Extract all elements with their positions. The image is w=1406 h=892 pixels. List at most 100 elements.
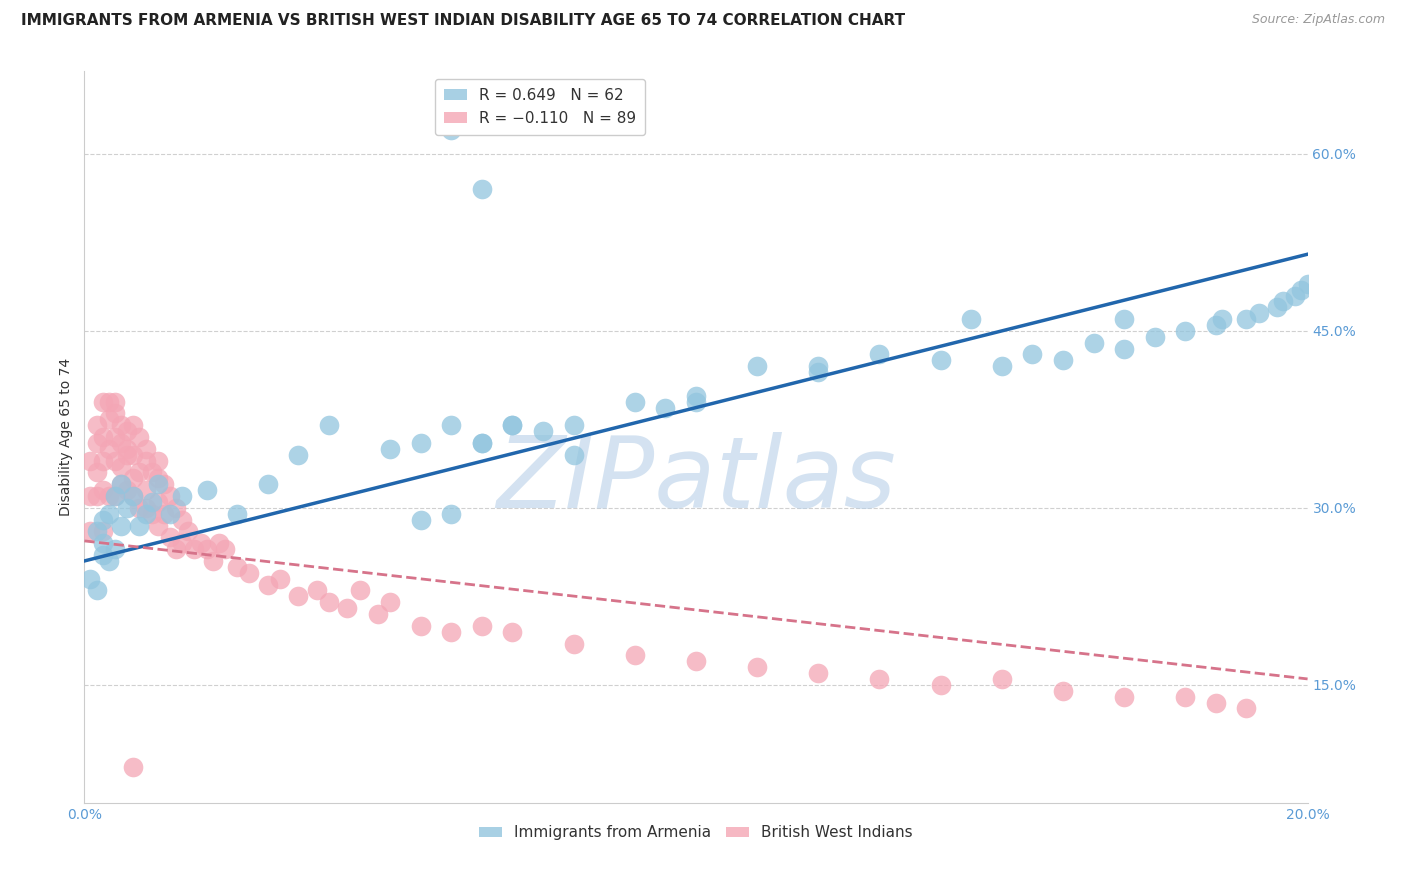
Point bbox=[122, 489, 145, 503]
Point bbox=[177, 524, 200, 539]
Point bbox=[110, 436, 132, 450]
Point bbox=[146, 495, 169, 509]
Point bbox=[1083, 335, 1105, 350]
Point bbox=[685, 389, 707, 403]
Point bbox=[97, 489, 120, 503]
Point bbox=[172, 489, 194, 503]
Point bbox=[128, 500, 150, 515]
Point bbox=[440, 507, 463, 521]
Point bbox=[153, 507, 176, 521]
Point bbox=[1284, 288, 1306, 302]
Point bbox=[146, 518, 169, 533]
Point bbox=[159, 507, 181, 521]
Text: ZIPatlas: ZIPatlas bbox=[496, 433, 896, 530]
Point bbox=[122, 448, 145, 462]
Point bbox=[91, 394, 114, 409]
Point bbox=[1052, 683, 1074, 698]
Point bbox=[624, 648, 647, 663]
Point bbox=[991, 672, 1014, 686]
Point bbox=[257, 477, 280, 491]
Point bbox=[1174, 690, 1197, 704]
Point bbox=[226, 559, 249, 574]
Point bbox=[380, 595, 402, 609]
Point bbox=[380, 442, 402, 456]
Point bbox=[1174, 324, 1197, 338]
Point bbox=[685, 654, 707, 668]
Point bbox=[115, 483, 138, 498]
Point bbox=[97, 394, 120, 409]
Point bbox=[336, 601, 359, 615]
Point bbox=[110, 518, 132, 533]
Point bbox=[146, 453, 169, 467]
Point bbox=[97, 507, 120, 521]
Point bbox=[104, 407, 127, 421]
Point bbox=[349, 583, 371, 598]
Point bbox=[440, 418, 463, 433]
Point bbox=[1114, 342, 1136, 356]
Point bbox=[122, 760, 145, 774]
Point bbox=[141, 495, 163, 509]
Point bbox=[747, 660, 769, 674]
Point bbox=[1211, 312, 1233, 326]
Point bbox=[141, 507, 163, 521]
Point bbox=[128, 430, 150, 444]
Point bbox=[747, 359, 769, 374]
Point bbox=[367, 607, 389, 621]
Point bbox=[165, 542, 187, 557]
Y-axis label: Disability Age 65 to 74: Disability Age 65 to 74 bbox=[59, 358, 73, 516]
Point bbox=[86, 418, 108, 433]
Point bbox=[104, 542, 127, 557]
Point bbox=[159, 489, 181, 503]
Point bbox=[122, 471, 145, 485]
Point bbox=[409, 513, 432, 527]
Point bbox=[122, 489, 145, 503]
Point bbox=[79, 524, 101, 539]
Point bbox=[929, 353, 952, 368]
Point bbox=[135, 507, 157, 521]
Point bbox=[1236, 701, 1258, 715]
Point bbox=[122, 418, 145, 433]
Point bbox=[79, 572, 101, 586]
Point bbox=[195, 542, 218, 557]
Point bbox=[1205, 696, 1227, 710]
Point bbox=[502, 418, 524, 433]
Point bbox=[79, 489, 101, 503]
Point bbox=[1021, 347, 1043, 361]
Point bbox=[807, 359, 830, 374]
Point bbox=[110, 459, 132, 474]
Point bbox=[1272, 294, 1295, 309]
Point bbox=[1114, 690, 1136, 704]
Point bbox=[86, 583, 108, 598]
Point bbox=[91, 548, 114, 562]
Point bbox=[1291, 283, 1313, 297]
Point bbox=[115, 500, 138, 515]
Point bbox=[86, 489, 108, 503]
Point bbox=[471, 619, 494, 633]
Point bbox=[146, 477, 169, 491]
Legend: Immigrants from Armenia, British West Indians: Immigrants from Armenia, British West In… bbox=[472, 819, 920, 847]
Point bbox=[104, 394, 127, 409]
Point bbox=[1143, 330, 1166, 344]
Point bbox=[869, 672, 891, 686]
Point bbox=[562, 418, 585, 433]
Point bbox=[1296, 277, 1319, 291]
Point bbox=[685, 394, 707, 409]
Point bbox=[409, 436, 432, 450]
Point bbox=[318, 595, 340, 609]
Point bbox=[97, 554, 120, 568]
Point bbox=[79, 453, 101, 467]
Point bbox=[201, 554, 224, 568]
Point bbox=[153, 477, 176, 491]
Point bbox=[91, 430, 114, 444]
Point bbox=[104, 489, 127, 503]
Point bbox=[128, 466, 150, 480]
Point bbox=[1052, 353, 1074, 368]
Point bbox=[287, 448, 309, 462]
Point bbox=[1114, 312, 1136, 326]
Point bbox=[991, 359, 1014, 374]
Point bbox=[86, 466, 108, 480]
Point bbox=[624, 394, 647, 409]
Point bbox=[471, 436, 494, 450]
Point bbox=[172, 513, 194, 527]
Point bbox=[159, 530, 181, 544]
